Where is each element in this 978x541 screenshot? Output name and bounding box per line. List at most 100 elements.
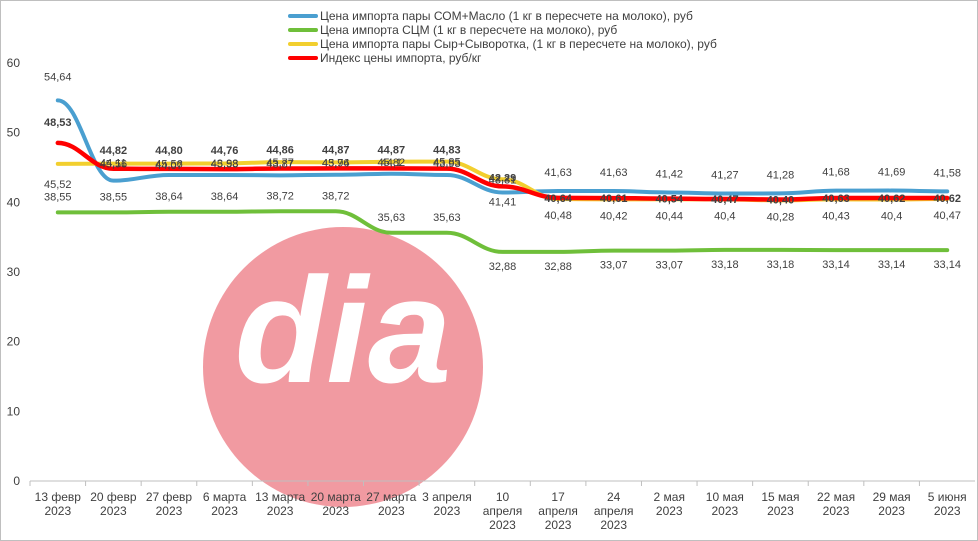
- data-label-series-3: 40,48: [544, 210, 572, 222]
- data-label-series-1: 41,63: [600, 167, 628, 179]
- axes: 0 10 20 30 40 50 60 13 февр 2023 20 февр 2023 27 фе…: [7, 56, 975, 532]
- data-label-series-4: 40,62: [933, 193, 961, 205]
- y-tick-label: 50: [7, 126, 21, 140]
- data-label-series-1: 43,87: [266, 158, 294, 170]
- dia-watermark-logo: dia: [203, 227, 483, 507]
- data-label-series-1: 41,42: [655, 168, 683, 180]
- x-tick-label: 15 мая 2023: [761, 490, 799, 518]
- y-tick-label: 0: [13, 474, 20, 488]
- data-label-series-2: 38,55: [44, 191, 72, 203]
- data-label-series-1: 43,96: [322, 158, 350, 170]
- data-label-series-2: 33,07: [655, 260, 683, 272]
- y-tick-label: 40: [7, 195, 21, 209]
- data-label-series-2: 38,72: [322, 190, 350, 202]
- data-label-series-2: 32,88: [544, 261, 572, 273]
- data-label-series-4: 44,80: [155, 145, 183, 157]
- x-tick-label: 22 мая 2023: [817, 490, 855, 518]
- x-tick-label: 13 февр 2023: [35, 490, 82, 518]
- data-label-series-1: 41,58: [933, 167, 961, 179]
- data-label-series-4: 44,86: [266, 144, 294, 156]
- data-label-series-4: 44,87: [378, 144, 406, 156]
- data-label-series-2: 38,64: [155, 191, 183, 203]
- data-label-series-1: 41,69: [878, 167, 906, 179]
- data-label-series-1: 44,1: [381, 157, 402, 169]
- data-label-series-4: 44,87: [322, 144, 350, 156]
- data-label-series-1: 41,68: [822, 167, 850, 179]
- data-label-series-4: 40,64: [544, 193, 572, 205]
- legend: Цена импорта пары СОМ+Масло (1 кг в пере…: [288, 9, 717, 65]
- data-label-series-4: 42,29: [489, 172, 517, 184]
- data-label-series-4: 44,83: [433, 145, 461, 157]
- data-label-series-3: 40,4: [881, 211, 902, 223]
- data-label-series-4: 44,82: [100, 145, 128, 157]
- data-label-series-4: 40,54: [655, 194, 683, 206]
- data-label-series-4: 40,62: [878, 193, 906, 205]
- x-tick-label: 20 февр 2023: [90, 490, 137, 518]
- legend-entry-label: Цена импорта пары Сыр+Сыворотка, (1 кг в…: [320, 37, 717, 51]
- data-label-series-3: 45,56: [100, 159, 128, 171]
- data-label-series-2: 33,18: [767, 259, 795, 271]
- series-line-1: [55, 98, 950, 196]
- series-line-2: [55, 209, 950, 254]
- x-tick-label: 13 марта 2023: [255, 490, 305, 518]
- data-label-series-1: 44,11: [100, 158, 127, 170]
- data-label-series-1: 41,41: [489, 197, 517, 209]
- x-tick-label: 10 мая 2023: [706, 490, 744, 518]
- data-label-series-4: 40,61: [600, 193, 628, 205]
- x-tick-label: 27 марта 2023: [366, 490, 416, 518]
- data-label-series-4: 48,53: [44, 117, 72, 129]
- x-tick-label: 20 марта 2023: [311, 490, 361, 518]
- data-label-series-3: 45,77: [266, 157, 294, 169]
- series-line-4: [55, 140, 950, 202]
- data-label-series-2: 33,14: [822, 259, 850, 271]
- data-label-series-3: 43,31: [489, 174, 517, 186]
- x-tick-label: 6 марта 2023: [203, 490, 247, 518]
- data-label-series-2: 35,63: [433, 212, 461, 224]
- data-label-series-1: 43,93: [211, 158, 239, 170]
- data-label-series-2: 33,14: [878, 259, 906, 271]
- x-tick-label: 27 февр 2023: [146, 490, 193, 518]
- data-label-series-2: 33,18: [711, 259, 739, 271]
- data-label-series-3: 40,43: [822, 210, 850, 222]
- x-tick-label: 29 мая 2023: [873, 490, 911, 518]
- data-label-series-1: 54,64: [44, 71, 72, 83]
- data-label-series-2: 38,64: [211, 191, 239, 203]
- data-label-series-4: 40,47: [711, 194, 739, 206]
- data-label-series-4: 40,63: [822, 193, 850, 205]
- data-label-series-3: 40,42: [600, 210, 628, 222]
- x-tick-label: 17 апреля 2023: [538, 490, 578, 532]
- data-label-series-2: 35,63: [378, 212, 406, 224]
- data-label-series-3: 45,56: [155, 159, 183, 171]
- data-label-series-1: 41,28: [767, 169, 795, 181]
- data-label-series-1: 44,07: [155, 160, 183, 172]
- data-label-series-4: 40,40: [767, 195, 795, 207]
- series-lines: [55, 98, 950, 254]
- data-label-series-1: 41,63: [544, 167, 572, 179]
- data-label-series-4: 44,76: [211, 145, 239, 157]
- data-label-series-1: 43,93: [433, 158, 461, 170]
- data-label-series-2: 33,07: [600, 260, 628, 272]
- x-tick-label: 24 апреля 2023: [594, 490, 634, 532]
- legend-entry-label: Индекс цены импорта, руб/кг: [320, 51, 482, 65]
- y-tick-label: 20: [7, 335, 21, 349]
- data-label-series-2: 38,55: [100, 191, 128, 203]
- x-tick-label: 5 июня 2023: [928, 490, 967, 518]
- y-tick-label: 30: [7, 265, 21, 279]
- data-label-series-3: 45,52: [44, 179, 72, 191]
- legend-entry-label: Цена импорта СЦМ (1 кг в пересчете на мо…: [320, 23, 617, 37]
- data-label-series-2: 38,72: [266, 190, 294, 202]
- watermark-text: dia: [235, 246, 452, 414]
- y-tick-label: 60: [7, 56, 21, 70]
- x-tick-label: 2 мая 2023: [654, 490, 685, 518]
- data-label-series-3: 45,74: [322, 157, 350, 169]
- data-label-series-1: 41,27: [711, 169, 739, 181]
- data-label-series-3: 45,85: [433, 157, 461, 169]
- y-tick-label: 10: [7, 404, 21, 418]
- data-label-series-2: 32,88: [489, 261, 517, 273]
- data-label-series-3: 45,58: [211, 158, 239, 170]
- x-tick-label: 10 апреля 2023: [483, 490, 523, 532]
- legend-entry-label: Цена импорта пары СОМ+Масло (1 кг в пере…: [320, 9, 693, 23]
